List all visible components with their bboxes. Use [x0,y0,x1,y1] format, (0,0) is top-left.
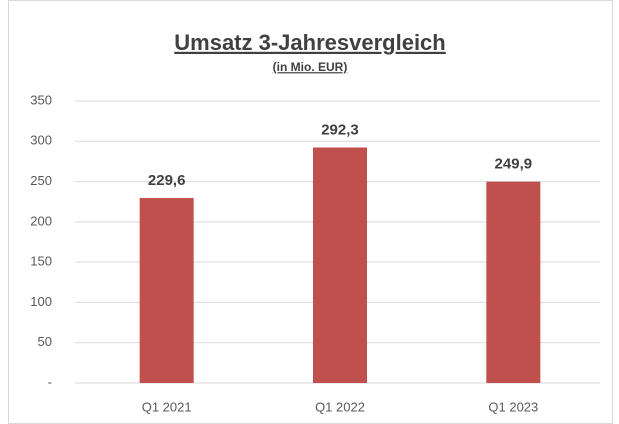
y-tick-label: 100 [30,294,52,309]
chart-title: Umsatz 3-Jahresvergleich [174,30,445,55]
bar [486,181,541,383]
value-label: 229,6 [148,172,186,189]
x-tick-label: Q1 2022 [315,399,365,414]
bar [313,147,367,383]
y-tick-label: 300 [30,133,52,148]
x-tick-label: Q1 2021 [142,399,192,414]
x-tick-label: Q1 2023 [488,399,538,414]
y-tick-label: 150 [30,254,52,269]
value-label: 249,9 [495,156,533,173]
bar [139,198,194,383]
y-tick-label: - [48,374,52,389]
y-tick-label: 50 [38,334,52,349]
chart-subtitle: (in Mio. EUR) [273,60,348,74]
value-label: 292,3 [321,121,359,138]
y-tick-label: 250 [30,173,52,188]
y-tick-label: 350 [30,92,52,107]
y-tick-label: 200 [30,213,52,228]
